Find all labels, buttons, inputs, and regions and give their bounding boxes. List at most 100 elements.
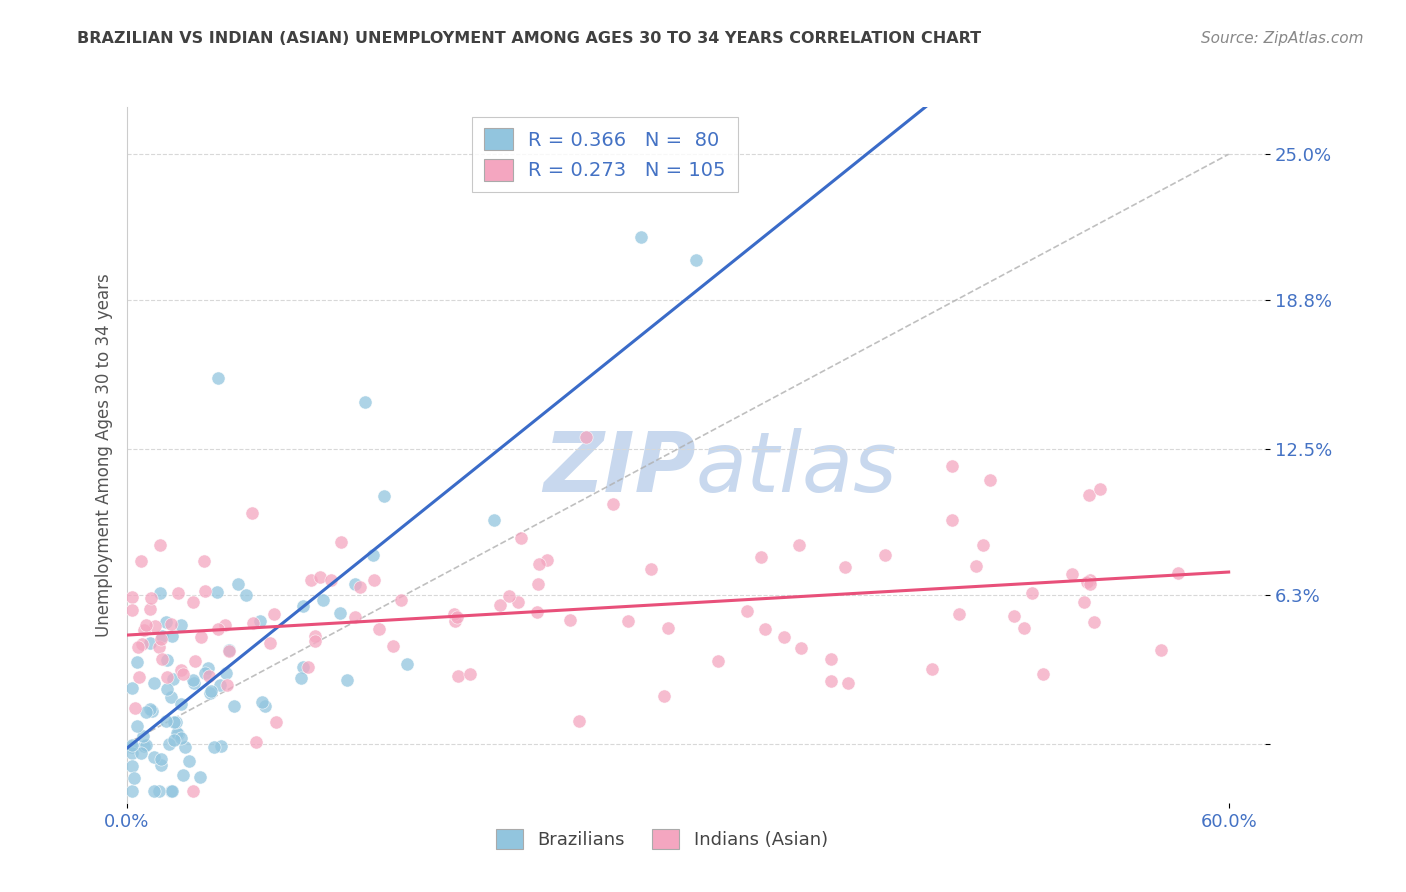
Point (170, 617, 193, 632)
Point (560, 613, 582, 627)
Point (174, 740, 197, 755)
Point (354, 395, 377, 409)
Point (1083, 615, 1105, 629)
Point (121, 739, 143, 754)
Point (1167, 566, 1189, 580)
Point (150, 629, 173, 643)
Point (240, 506, 263, 520)
Point (526, 605, 548, 619)
Point (121, 590, 143, 604)
Point (245, 735, 267, 749)
Point (482, 513, 505, 527)
Point (344, 610, 367, 624)
Point (183, 654, 205, 668)
Point (197, 669, 219, 683)
Text: atlas: atlas (696, 428, 897, 509)
Point (122, 771, 145, 785)
Point (121, 784, 143, 798)
Point (444, 614, 467, 628)
Point (222, 699, 245, 714)
Point (657, 621, 679, 635)
Point (157, 737, 180, 751)
Point (170, 697, 193, 711)
Point (1060, 567, 1083, 582)
Point (304, 629, 326, 643)
Point (194, 584, 217, 599)
Point (382, 639, 405, 653)
Point (190, 630, 212, 644)
Point (183, 676, 205, 690)
Point (254, 699, 277, 714)
Point (135, 738, 157, 752)
Point (395, 657, 418, 672)
Point (177, 755, 200, 769)
Point (837, 676, 859, 690)
Point (875, 548, 897, 562)
Point (149, 752, 172, 766)
Point (749, 549, 772, 564)
Point (198, 686, 221, 700)
Point (263, 607, 285, 621)
Point (754, 622, 776, 636)
Point (506, 595, 529, 609)
Point (159, 784, 181, 798)
Point (218, 642, 240, 657)
Point (965, 559, 987, 574)
Point (166, 586, 188, 600)
Point (266, 714, 288, 729)
Point (121, 739, 143, 753)
Point (193, 554, 215, 568)
Point (143, 749, 166, 764)
Text: ZIP: ZIP (543, 428, 696, 509)
Point (142, 784, 165, 798)
Point (344, 577, 367, 591)
Point (772, 630, 794, 644)
Point (568, 714, 591, 728)
Point (527, 557, 550, 571)
Point (170, 731, 193, 745)
Point (304, 634, 326, 648)
Point (536, 553, 558, 567)
Point (181, 595, 204, 609)
Point (149, 585, 172, 599)
Point (155, 615, 177, 629)
Point (297, 660, 319, 674)
Point (652, 689, 675, 703)
Point (820, 652, 842, 666)
Point (135, 705, 157, 719)
Point (125, 655, 148, 669)
Point (1012, 621, 1035, 635)
Point (160, 690, 183, 704)
Point (834, 560, 856, 574)
Text: Source: ZipAtlas.com: Source: ZipAtlas.com (1201, 31, 1364, 46)
Point (128, 669, 150, 683)
Point (309, 570, 332, 584)
Point (181, 784, 204, 798)
Point (166, 727, 188, 741)
Point (162, 733, 184, 747)
Point (979, 473, 1001, 487)
Point (373, 489, 395, 503)
Point (200, 684, 222, 698)
Point (135, 618, 157, 632)
Point (127, 640, 149, 654)
Point (291, 660, 314, 674)
Point (972, 538, 994, 552)
Point (156, 670, 179, 684)
Point (129, 554, 152, 568)
Point (194, 666, 217, 681)
Point (391, 593, 413, 607)
Point (1073, 595, 1095, 609)
Point (640, 562, 662, 576)
Point (249, 614, 271, 628)
Point (141, 591, 163, 606)
Point (443, 607, 465, 622)
Point (941, 513, 963, 527)
Point (820, 674, 842, 689)
Text: BRAZILIAN VS INDIAN (ASIAN) UNEMPLOYMENT AMONG AGES 30 TO 34 YEARS CORRELATION C: BRAZILIAN VS INDIAN (ASIAN) UNEMPLOYMENT… (77, 31, 981, 46)
Point (155, 714, 177, 729)
Point (250, 695, 273, 709)
Point (169, 663, 191, 677)
Point (124, 700, 146, 714)
Point (159, 617, 181, 632)
